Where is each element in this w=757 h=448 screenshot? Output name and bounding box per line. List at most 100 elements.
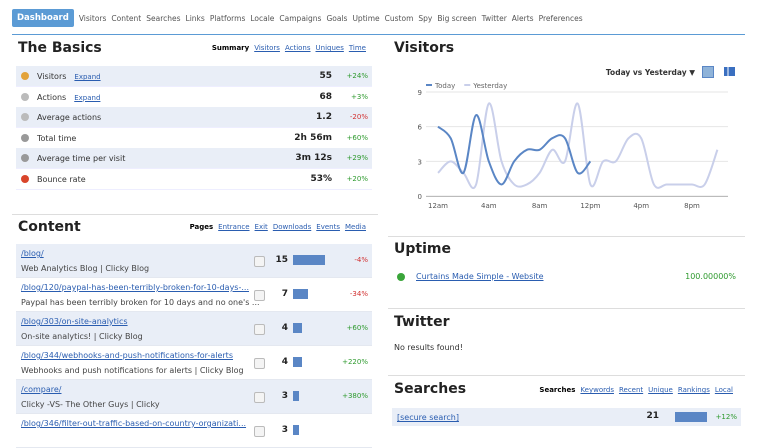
chart-type-icon[interactable] [724,67,735,76]
range-selector[interactable]: Today vs Yesterday ▼ [605,68,695,77]
tab[interactable]: Time [348,44,366,52]
nav-item[interactable]: Content [111,13,142,23]
tab[interactable]: Downloads [272,223,312,231]
uptime-panel: Uptime Curtains Made Simple - Website 10… [388,236,745,295]
bar [293,391,300,401]
stat-name: Average time per visit [37,154,126,164]
tab[interactable]: Local [714,386,733,394]
tab[interactable]: Entrance [218,223,250,231]
tab[interactable]: Keywords [580,386,614,394]
page-title: Webhooks and push notifications for aler… [21,366,244,375]
export-icon[interactable] [702,66,714,78]
stat-row: Bounce rate 53% +20% [16,169,372,190]
bar [293,425,300,435]
tabs: Searches Keywords Recent Unique Rankings Loca… [539,386,733,394]
tab[interactable]: Unique [648,386,673,394]
nav-item[interactable]: Dashboard [12,9,74,27]
x-tick-label: 4am [481,202,497,210]
legend-label: Today [434,82,455,90]
stat-row: Visitors Expand 55 +24% [16,66,372,87]
page-link[interactable]: /blog/346/filter-out-traffic-based-on-co… [21,419,247,428]
tab[interactable]: Visitors [254,44,280,52]
search-row: [secure search] 21 +12% [392,408,741,426]
stat-change: -20% [349,113,368,122]
x-tick-label: 4pm [633,202,649,210]
nav-item[interactable]: Preferences [538,13,583,23]
tab[interactable]: Actions [284,44,311,52]
page-change: +380% [342,392,368,400]
tab[interactable]: Pages [189,223,214,231]
page-link[interactable]: /blog/120/paypal-has-been-terribly-broke… [21,283,249,292]
tabs: Pages Entrance Exit Downloads Events Media [190,223,366,231]
search-term[interactable]: [secure search] [397,413,459,422]
bar [293,357,302,367]
add-button[interactable] [254,392,265,403]
nav-item[interactable]: Big screen [437,13,477,23]
stat-value: 55 [319,71,332,81]
x-tick-label: 8am [532,202,548,210]
add-button[interactable] [254,256,265,267]
twitter-message: No results found! [394,343,463,352]
stat-icon [21,154,29,163]
series-line [437,114,592,186]
stat-icon [21,72,29,80]
add-button[interactable] [254,290,265,301]
expand-link[interactable]: Expand [74,73,101,81]
site-link[interactable]: Curtains Made Simple - Website [416,272,544,281]
stat-row: Actions Expand 68 +3% [16,86,372,108]
search-value: 21 [646,411,659,421]
nav-item[interactable]: Campaigns [279,13,322,23]
stat-value: 1.2 [316,112,332,123]
tab[interactable]: Summary [211,44,250,52]
nav-item[interactable]: Platforms [209,13,246,23]
stat-name: Actions [37,92,67,102]
nav-item[interactable]: Visitors [78,13,107,23]
stat-value: 68 [319,91,332,102]
tab[interactable]: Searches [539,386,576,394]
visitors-chart: 0 3 6 9 12am 4am 8am 12pm 4pm 8pm Today Yesterday [418,82,728,210]
y-tick-label: 6 [418,124,423,132]
stat-icon [21,175,29,183]
nav-item[interactable]: Links [185,13,205,23]
stat-change: +20% [346,175,368,183]
page-change: +60% [346,324,368,332]
nav-item[interactable]: Alerts [511,13,534,23]
series-line [437,102,719,190]
add-button[interactable] [254,358,265,369]
nav-item[interactable]: Spy [418,13,433,23]
page-change: -4% [354,256,368,264]
visitors-panel: Visitors Today vs Yesterday ▼ 0 3 6 9 12am 4a… [388,38,745,232]
panel-title: The Basics [18,40,102,56]
page-value: 15 [275,255,288,265]
nav-item[interactable]: Twitter [481,13,507,23]
content-row: /blog/346/filter-out-traffic-based-on-co… [16,414,372,448]
nav-item[interactable]: Custom [384,13,414,23]
tab[interactable]: Media [344,223,366,231]
tab[interactable]: Exit [254,223,268,231]
twitter-panel: Twitter No results found! [388,308,745,364]
page-link[interactable]: /blog/303/on-site-analytics [21,317,128,326]
nav-item[interactable]: Goals [326,13,348,23]
tab[interactable]: Recent [618,386,644,394]
stat-name: Bounce rate [37,175,86,184]
tab[interactable]: Rankings [677,386,710,394]
add-button[interactable] [254,324,265,335]
nav-item[interactable]: Uptime [352,13,380,23]
nav-item[interactable]: Locale [250,13,275,23]
page-link[interactable]: /blog/ [21,249,44,258]
basics-panel: The Basics Summary Visitors Actions Uniques… [12,38,378,208]
page-title: Paypal has been terribly broken for 10 d… [21,298,260,307]
tab[interactable]: Events [316,223,340,231]
nav-item[interactable]: Searches [146,13,181,23]
content-row: /blog/303/on-site-analytics On-site analy… [16,312,372,346]
stat-name: Total time [37,133,77,143]
stat-change: +60% [346,133,368,142]
stat-value: 3m 12s [295,153,332,164]
page-link[interactable]: /compare/ [21,385,62,394]
page-link[interactable]: /blog/344/webhooks-and-push-notification… [21,351,233,360]
page-title: Web Analytics Blog | Clicky Blog [21,264,150,273]
tab[interactable]: Uniques [315,44,344,52]
add-button[interactable] [254,426,265,437]
nav-rule [12,34,745,35]
expand-link[interactable]: Expand [74,93,101,102]
